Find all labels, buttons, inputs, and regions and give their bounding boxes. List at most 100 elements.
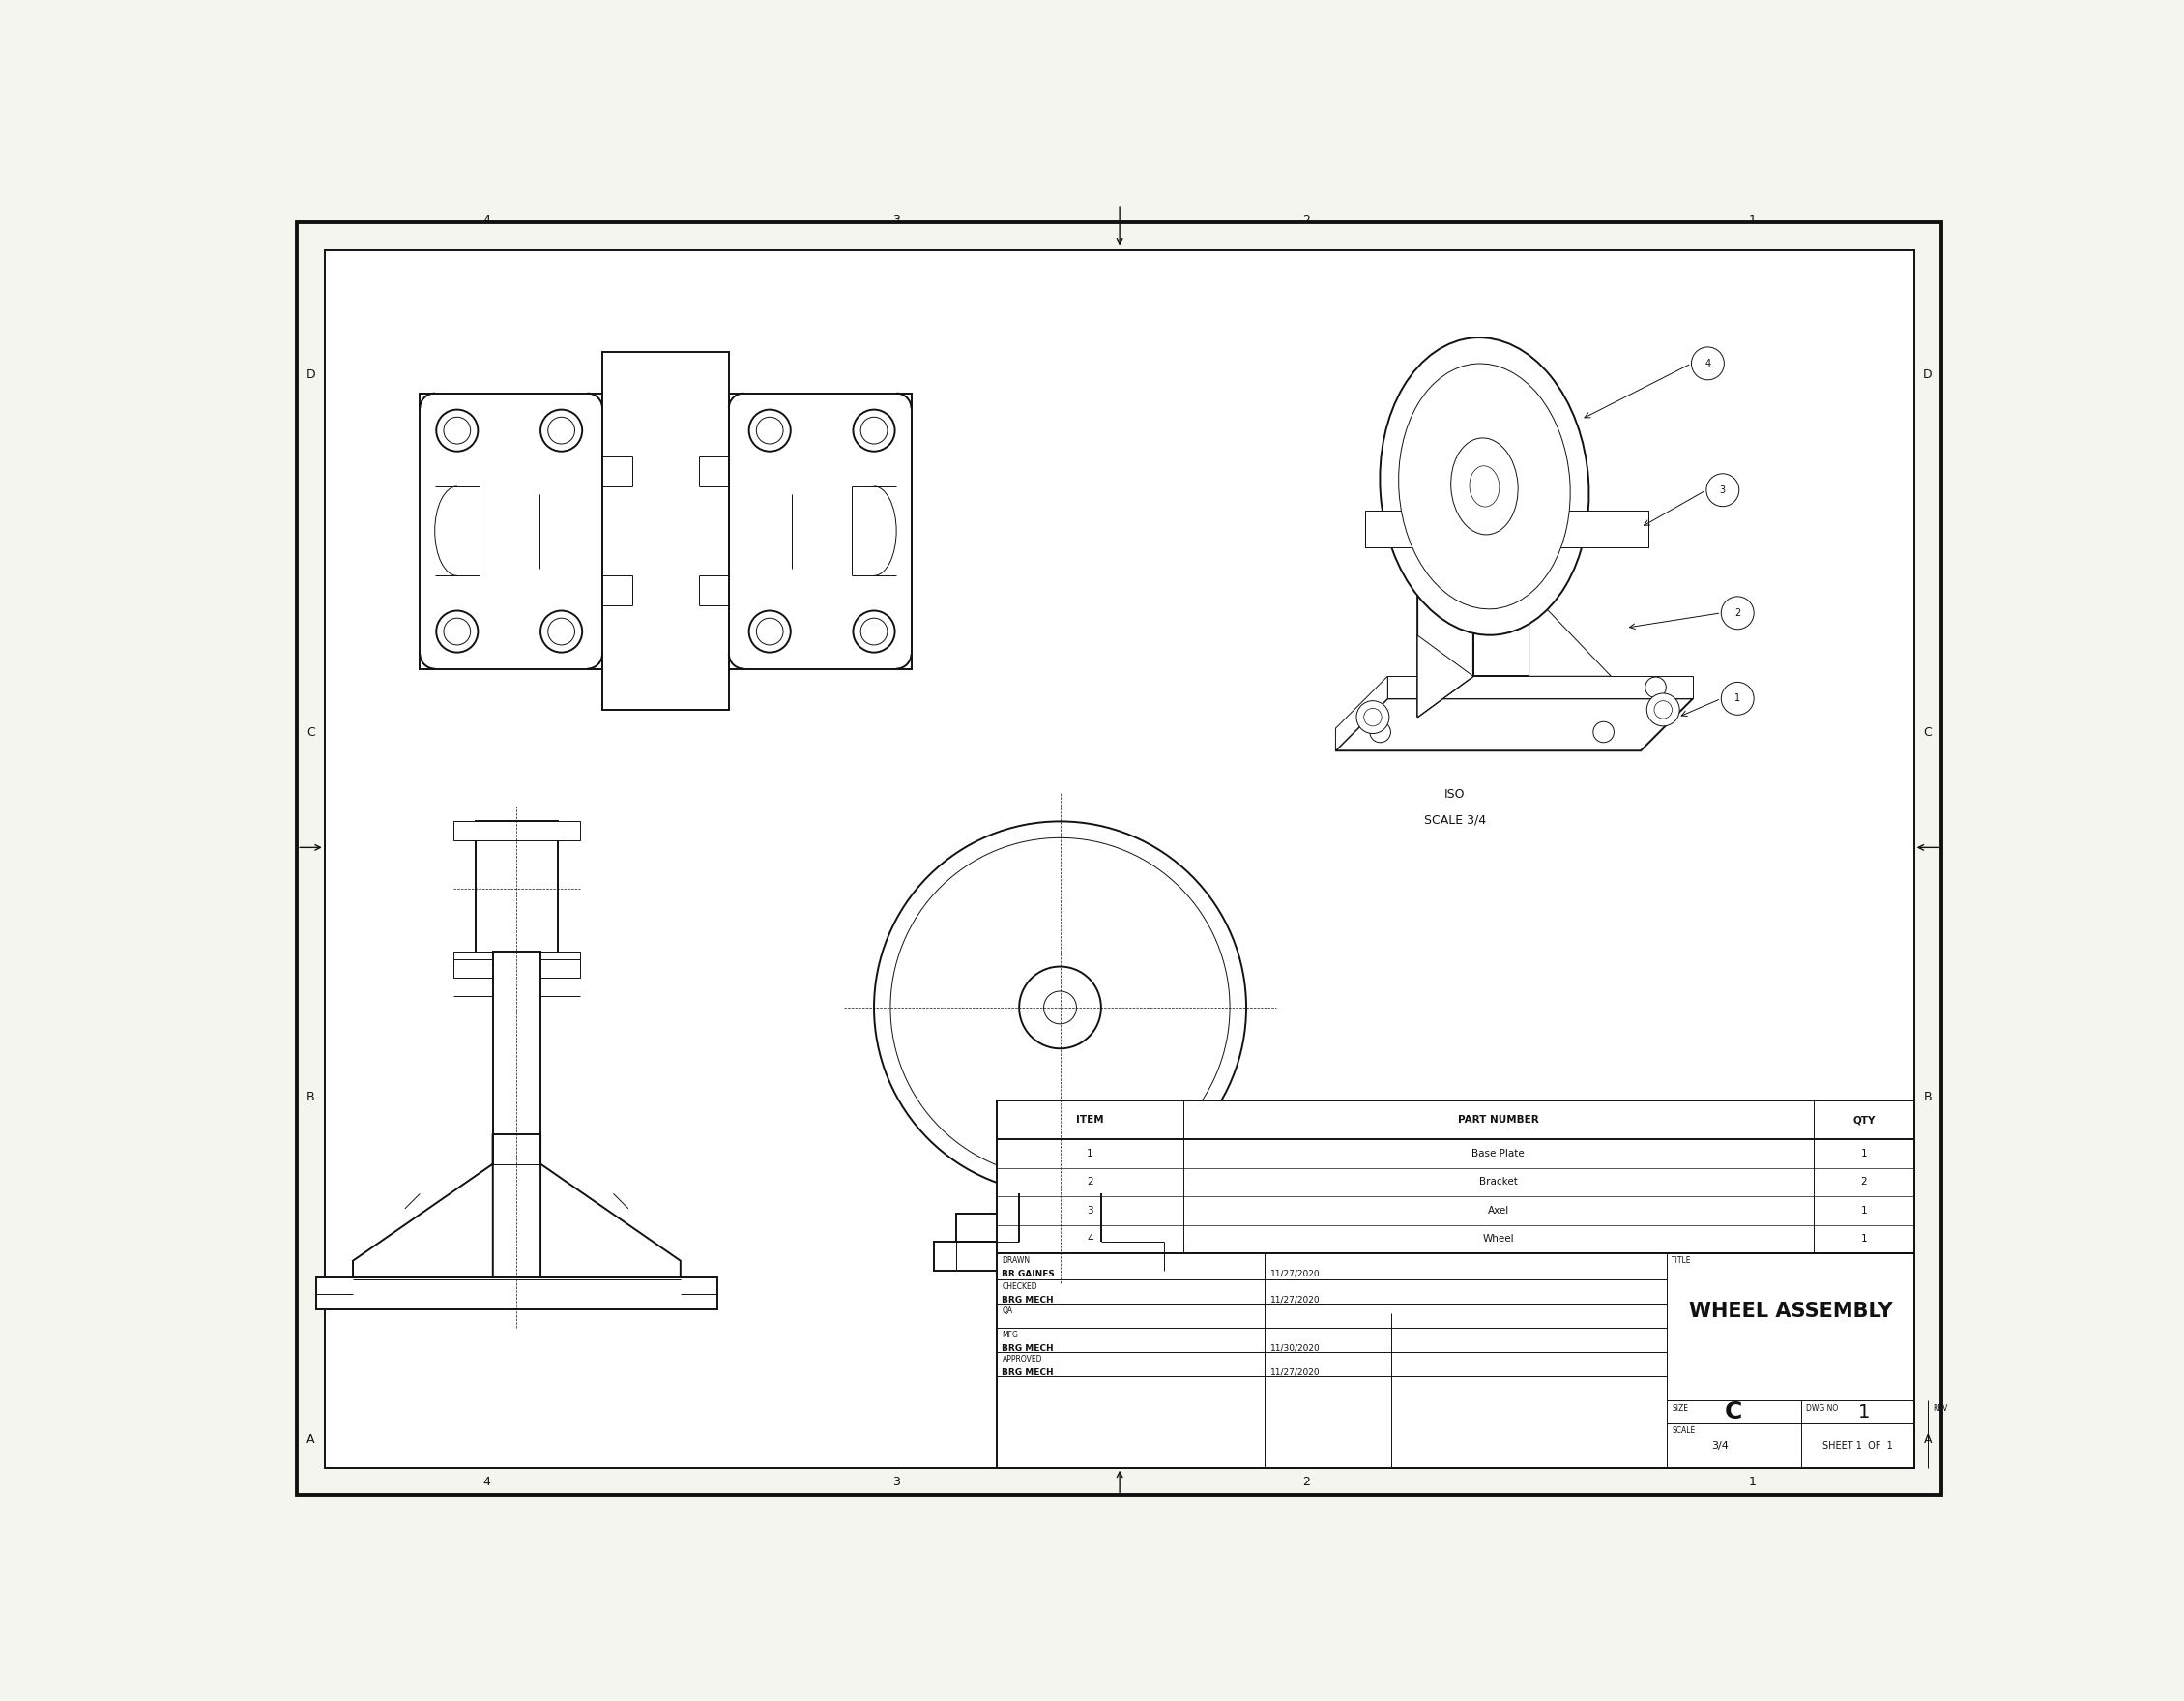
Circle shape <box>874 822 1247 1194</box>
Text: Wheel: Wheel <box>1483 1235 1514 1243</box>
Circle shape <box>1645 677 1666 697</box>
Text: 3: 3 <box>1719 485 1725 495</box>
Text: DRAWN: DRAWN <box>1002 1257 1031 1266</box>
Circle shape <box>891 839 1230 1177</box>
Circle shape <box>860 417 887 444</box>
Text: SHEET 1  OF  1: SHEET 1 OF 1 <box>1821 1441 1894 1451</box>
FancyBboxPatch shape <box>1365 510 1649 548</box>
Text: 4: 4 <box>483 1475 491 1488</box>
Ellipse shape <box>1380 337 1590 634</box>
Polygon shape <box>354 1135 494 1279</box>
Text: 4: 4 <box>1706 359 1710 369</box>
Polygon shape <box>419 393 603 668</box>
Circle shape <box>443 617 470 645</box>
Text: B: B <box>1924 1090 1933 1104</box>
Text: BR GAINES: BR GAINES <box>1002 1269 1055 1279</box>
Text: TITLE: TITLE <box>1673 1257 1693 1266</box>
Text: PART NUMBER: PART NUMBER <box>1457 1116 1540 1124</box>
FancyBboxPatch shape <box>996 1101 1913 1254</box>
Text: C: C <box>1725 1400 1743 1424</box>
Text: SCALE: SCALE <box>1673 1425 1695 1434</box>
Circle shape <box>1647 694 1679 726</box>
Polygon shape <box>539 1135 681 1279</box>
Text: SCALE 3/4: SCALE 3/4 <box>1424 815 1485 827</box>
Text: D: D <box>1924 369 1933 381</box>
Text: ITEM: ITEM <box>1077 1116 1103 1124</box>
Ellipse shape <box>1450 437 1518 534</box>
Polygon shape <box>1387 677 1693 699</box>
Circle shape <box>443 417 470 444</box>
Polygon shape <box>1417 634 1474 718</box>
Circle shape <box>1356 701 1389 733</box>
Circle shape <box>854 611 895 653</box>
Polygon shape <box>1337 699 1693 750</box>
Text: A: A <box>1924 1434 1933 1446</box>
Circle shape <box>437 611 478 653</box>
Text: REV: REV <box>1933 1403 1948 1412</box>
FancyBboxPatch shape <box>996 1254 1913 1468</box>
Polygon shape <box>1474 543 1529 677</box>
Text: 1: 1 <box>1859 1403 1870 1420</box>
Text: A: A <box>306 1434 314 1446</box>
Text: C: C <box>306 726 314 738</box>
Circle shape <box>1721 597 1754 629</box>
Text: SIZE: SIZE <box>1673 1403 1688 1412</box>
Text: BRG MECH: BRG MECH <box>1002 1368 1055 1376</box>
Text: 11/27/2020: 11/27/2020 <box>1271 1269 1319 1279</box>
Text: 1: 1 <box>1861 1206 1867 1216</box>
Ellipse shape <box>1470 466 1500 507</box>
Circle shape <box>1020 966 1101 1048</box>
Circle shape <box>749 611 791 653</box>
Text: 2: 2 <box>1088 1177 1094 1187</box>
Text: Axel: Axel <box>1487 1206 1509 1216</box>
Text: CHECKED: CHECKED <box>1002 1283 1037 1291</box>
Circle shape <box>548 617 574 645</box>
Circle shape <box>1721 682 1754 714</box>
Text: Base Plate: Base Plate <box>1472 1148 1524 1158</box>
Text: 3: 3 <box>1088 1206 1094 1216</box>
Text: 1: 1 <box>1734 694 1741 704</box>
Text: 11/27/2020: 11/27/2020 <box>1271 1368 1319 1376</box>
FancyBboxPatch shape <box>957 1215 1164 1242</box>
FancyBboxPatch shape <box>494 951 539 1135</box>
Text: ISO: ISO <box>1444 788 1465 801</box>
FancyBboxPatch shape <box>325 250 1913 1468</box>
Text: B: B <box>306 1090 314 1104</box>
Text: C: C <box>1924 726 1933 738</box>
FancyBboxPatch shape <box>297 223 1942 1495</box>
Circle shape <box>1422 677 1444 697</box>
Text: 3: 3 <box>893 1475 900 1488</box>
Text: 1: 1 <box>1749 213 1756 226</box>
Text: D: D <box>306 369 314 381</box>
Ellipse shape <box>1398 364 1570 609</box>
FancyBboxPatch shape <box>454 951 581 978</box>
Polygon shape <box>1417 543 1474 718</box>
Text: 2: 2 <box>1861 1177 1867 1187</box>
Polygon shape <box>729 393 911 668</box>
Text: QTY: QTY <box>1852 1116 1876 1124</box>
Circle shape <box>1044 992 1077 1024</box>
Text: BRG MECH: BRG MECH <box>1002 1296 1055 1305</box>
Circle shape <box>1706 473 1738 507</box>
Circle shape <box>539 611 583 653</box>
Circle shape <box>749 410 791 451</box>
Text: 1: 1 <box>1861 1235 1867 1243</box>
Circle shape <box>1592 721 1614 742</box>
Text: 2: 2 <box>1734 607 1741 617</box>
Text: APPROVED: APPROVED <box>1002 1354 1042 1363</box>
Text: 11/30/2020: 11/30/2020 <box>1271 1344 1319 1352</box>
Text: QA: QA <box>1002 1306 1013 1315</box>
Circle shape <box>437 410 478 451</box>
Circle shape <box>1369 721 1391 742</box>
Polygon shape <box>1337 677 1387 750</box>
Circle shape <box>548 417 574 444</box>
FancyBboxPatch shape <box>317 1277 719 1310</box>
Circle shape <box>756 617 784 645</box>
Text: 2: 2 <box>1302 1475 1310 1488</box>
FancyBboxPatch shape <box>933 1242 1186 1271</box>
Text: 1: 1 <box>1088 1148 1094 1158</box>
Circle shape <box>756 417 784 444</box>
Circle shape <box>1690 347 1723 379</box>
Polygon shape <box>1529 590 1612 677</box>
Text: 1: 1 <box>1749 1475 1756 1488</box>
